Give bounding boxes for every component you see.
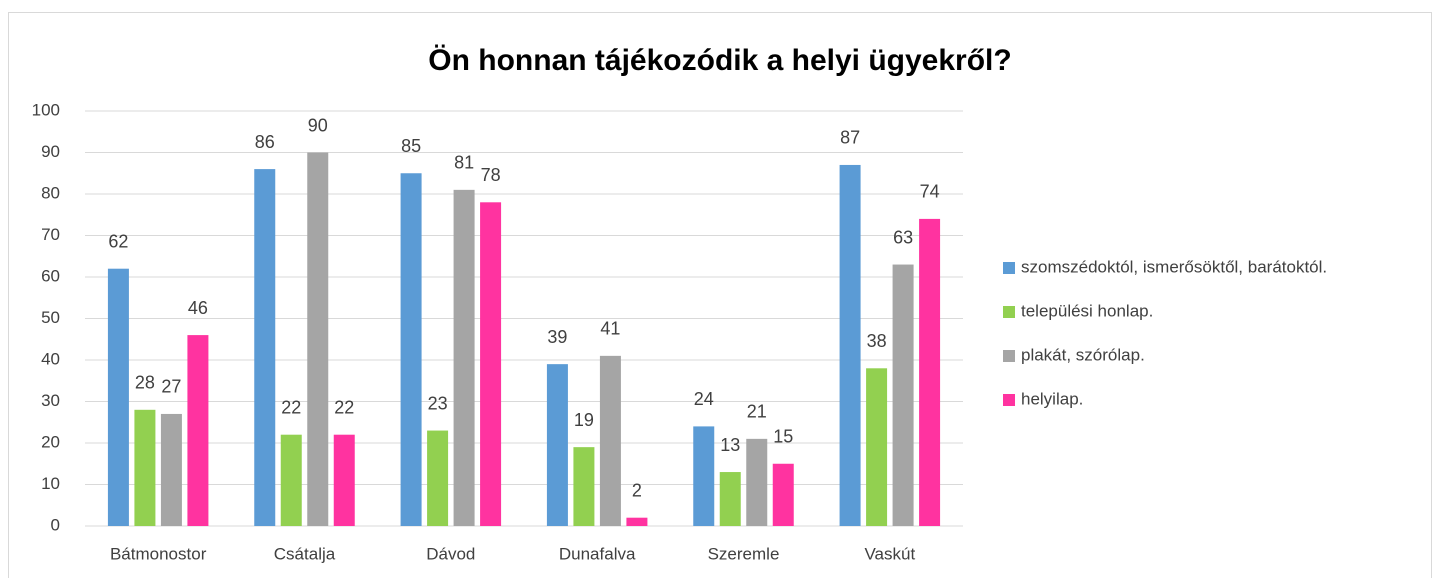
bar	[187, 335, 209, 526]
x-tick-label: Dunafalva	[559, 544, 636, 563]
y-tick-label: 20	[41, 432, 60, 451]
data-label: 39	[547, 327, 567, 347]
bar	[307, 152, 329, 526]
y-tick-label: 100	[32, 100, 60, 119]
legend-label: szomszédoktól, ismerősöktől, barátoktól.	[1021, 257, 1327, 276]
bar	[719, 472, 741, 526]
data-label: 62	[108, 231, 128, 251]
legend-label: helyilap.	[1021, 389, 1083, 408]
bar	[427, 430, 449, 526]
bar	[839, 164, 861, 526]
bar	[107, 268, 129, 526]
data-label: 28	[135, 373, 155, 393]
bar	[134, 409, 156, 526]
legend-swatch	[1003, 350, 1015, 362]
legend-label: plakát, szórólap.	[1021, 345, 1145, 364]
y-tick-label: 80	[41, 183, 60, 202]
data-label: 63	[893, 227, 913, 247]
bar	[746, 438, 768, 526]
bar	[772, 463, 794, 526]
data-label: 41	[600, 319, 620, 339]
bar	[280, 434, 302, 526]
data-label: 15	[773, 427, 793, 447]
legend-swatch	[1003, 394, 1015, 406]
data-label: 21	[747, 402, 767, 422]
legend-label: települési honlap.	[1021, 301, 1153, 320]
data-label: 90	[308, 115, 328, 135]
data-label: 46	[188, 298, 208, 318]
bar	[693, 426, 715, 526]
x-tick-label: Csátalja	[274, 544, 336, 563]
data-label: 19	[574, 410, 594, 430]
data-label: 81	[454, 153, 474, 173]
data-label: 78	[481, 165, 501, 185]
bar	[626, 517, 648, 526]
x-tick-label: Bátmonostor	[110, 544, 207, 563]
bar	[546, 364, 568, 526]
x-tick-label: Dávod	[426, 544, 475, 563]
bar	[160, 413, 182, 526]
bar	[480, 202, 502, 527]
legend-swatch	[1003, 262, 1015, 274]
bar	[453, 189, 475, 526]
data-label: 23	[428, 393, 448, 413]
data-label: 38	[867, 331, 887, 351]
data-label: 24	[694, 389, 714, 409]
bar	[254, 169, 276, 526]
bar	[919, 218, 941, 526]
y-tick-label: 10	[41, 474, 60, 493]
y-tick-label: 50	[41, 308, 60, 327]
x-tick-label: Szeremle	[708, 544, 780, 563]
data-label: 74	[920, 182, 940, 202]
chart-title: Ön honnan tájékozódik a helyi ügyekről?	[428, 44, 1011, 77]
legend-swatch	[1003, 306, 1015, 318]
data-label: 85	[401, 136, 421, 156]
data-label: 27	[161, 377, 181, 397]
y-tick-label: 40	[41, 349, 60, 368]
bar	[573, 447, 595, 526]
y-tick-label: 60	[41, 266, 60, 285]
y-tick-label: 70	[41, 225, 60, 244]
bar	[400, 173, 422, 526]
data-label: 87	[840, 128, 860, 148]
data-label: 22	[281, 397, 301, 417]
data-label: 86	[255, 132, 275, 152]
y-tick-label: 0	[51, 515, 60, 534]
bar	[866, 368, 888, 526]
bar	[599, 355, 621, 526]
data-label: 2	[632, 480, 642, 500]
y-tick-label: 30	[41, 391, 60, 410]
bar	[333, 434, 355, 526]
x-tick-label: Vaskút	[864, 544, 915, 563]
data-label: 13	[720, 435, 740, 455]
bar	[892, 264, 914, 526]
y-tick-label: 90	[41, 142, 60, 161]
data-label: 22	[334, 397, 354, 417]
